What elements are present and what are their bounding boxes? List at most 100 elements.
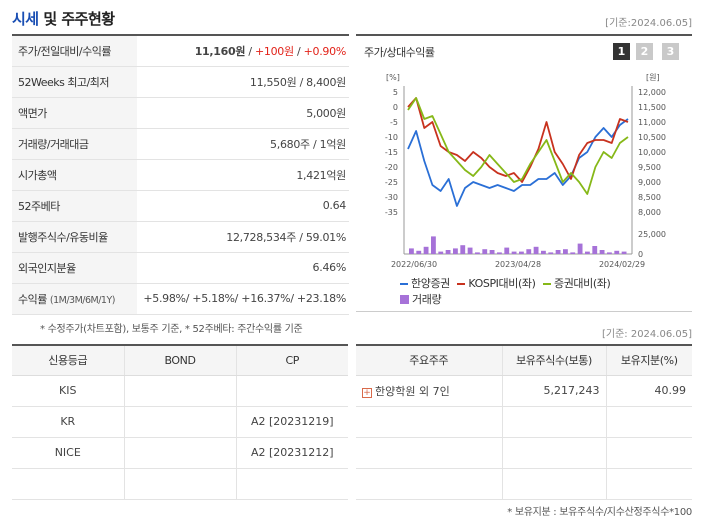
table-header-row: 주요주주 보유주식수(보통) 보유지분(%) bbox=[356, 345, 692, 376]
row-label-text: 수익률 bbox=[18, 292, 47, 306]
row-value: 11,550원 / 8,400원 bbox=[137, 66, 349, 98]
chart-period-button-3[interactable]: 3 bbox=[662, 43, 679, 60]
left-tick-label: -35 bbox=[385, 208, 398, 217]
stake-cell: 40.99 bbox=[606, 375, 692, 407]
cp-cell bbox=[236, 468, 348, 500]
volume-bar bbox=[489, 250, 495, 254]
holder-name-cell[interactable]: + 한양학원 외 7인 bbox=[356, 375, 503, 407]
x-tick-label: 2023/04/28 bbox=[495, 260, 541, 269]
agency-cell: NICE bbox=[12, 437, 125, 469]
volume-bar bbox=[416, 250, 422, 254]
table-row: 액면가 5,000원 bbox=[12, 97, 349, 129]
row-value: 5,000원 bbox=[137, 97, 349, 129]
agency-cell: KIS bbox=[12, 375, 125, 407]
volume-bar bbox=[599, 250, 605, 254]
agency-cell: KR bbox=[12, 406, 125, 438]
holders-note: * 보유지분 : 보유주식수/지수산정주식수*100 bbox=[507, 507, 692, 518]
section-title: 시세 및 주주현황 bbox=[12, 8, 115, 29]
volume-bar bbox=[592, 246, 598, 254]
table-row: 시가총액 1,421억원 bbox=[12, 159, 349, 191]
volume-bar bbox=[614, 250, 620, 254]
legend-line-icon bbox=[542, 283, 551, 285]
volume-bar bbox=[453, 248, 458, 254]
table-row: KR A2 [20231219] bbox=[12, 406, 348, 438]
left-tick-label: -20 bbox=[385, 163, 398, 172]
table-row: 거래량/거래대금 5,680주 / 1억원 bbox=[12, 128, 349, 160]
separator: / bbox=[293, 44, 304, 58]
series-line-1 bbox=[407, 118, 629, 207]
left-tick-label: 5 bbox=[393, 88, 398, 97]
column-header: CP bbox=[236, 345, 348, 376]
legend-item-kospi[interactable]: KOSPI대비(좌) bbox=[457, 276, 536, 292]
volume-tick-label: 0 bbox=[638, 250, 643, 259]
column-header: 주요주주 bbox=[356, 345, 503, 376]
volume-bar bbox=[533, 246, 539, 254]
bond-cell bbox=[124, 406, 237, 438]
left-tick-label: -25 bbox=[385, 178, 398, 187]
shares-cell: 5,217,243 bbox=[502, 375, 607, 407]
volume-bar bbox=[541, 250, 546, 254]
x-tick-label: 2024/02/29 bbox=[599, 260, 645, 269]
volume-bar bbox=[460, 245, 466, 254]
right-tick-label: 8,000 bbox=[638, 208, 661, 217]
left-tick-label: 0 bbox=[393, 103, 398, 112]
table-row: 발행주식수/유동비율 12,728,534주 / 59.01% bbox=[12, 221, 349, 253]
row-label-period: (1M/3M/6M/1Y) bbox=[49, 294, 116, 306]
right-tick-label: 11,000 bbox=[638, 118, 666, 127]
volume-bar bbox=[438, 251, 444, 254]
shares-cell bbox=[502, 406, 607, 438]
row-label: 액면가 bbox=[12, 97, 138, 129]
volume-bar bbox=[621, 251, 627, 254]
right-tick-label: 10,000 bbox=[638, 148, 666, 157]
volume-bar bbox=[409, 248, 414, 254]
legend-label: 거래량 bbox=[412, 293, 442, 306]
volume-bar bbox=[548, 252, 554, 254]
chart-panel bbox=[356, 34, 692, 312]
table-header-row: 신용등급 BOND CP bbox=[12, 345, 348, 376]
legend-item-hanyang[interactable]: 한양증권 bbox=[400, 276, 450, 292]
left-tick-label: -5 bbox=[390, 118, 398, 127]
holder-name-cell bbox=[356, 406, 503, 438]
table-row bbox=[12, 468, 348, 500]
row-label: 발행주식수/유동비율 bbox=[12, 221, 138, 253]
right-tick-label: 9,000 bbox=[638, 178, 661, 187]
legend-item-volume[interactable]: 거래량 bbox=[400, 292, 442, 308]
volume-bar bbox=[585, 251, 590, 254]
expand-plus-icon[interactable]: + bbox=[362, 387, 372, 398]
stake-cell bbox=[606, 406, 692, 438]
table-row: 주가/전일대비/수익률 11,160원 / +100원 / +0.90% bbox=[12, 35, 349, 67]
table-row: 외국인지분율 6.46% bbox=[12, 252, 349, 284]
cp-cell bbox=[236, 375, 348, 407]
volume-bar bbox=[526, 249, 532, 254]
volume-bar bbox=[467, 247, 473, 254]
row-value: 5,680주 / 1억원 bbox=[137, 128, 349, 160]
current-price: 11,160원 bbox=[194, 44, 246, 58]
volume-bar bbox=[497, 252, 502, 254]
chart-period-button-1[interactable]: 1 bbox=[613, 43, 630, 60]
price-value: 11,160원 / +100원 / +0.90% bbox=[137, 35, 349, 67]
right-tick-label: 8,500 bbox=[638, 193, 661, 202]
left-tick-label: -15 bbox=[385, 148, 398, 157]
volume-bar bbox=[511, 251, 517, 254]
row-value: 12,728,534주 / 59.01% bbox=[137, 221, 349, 253]
volume-bar bbox=[504, 247, 510, 254]
price-change: +100원 bbox=[254, 44, 294, 58]
row-label: 시가총액 bbox=[12, 159, 138, 191]
legend-label: 한양증권 bbox=[411, 277, 450, 290]
table-row: + 한양학원 외 7인 5,217,243 40.99 bbox=[356, 375, 692, 407]
volume-bar bbox=[482, 249, 488, 254]
column-header: BOND bbox=[124, 345, 237, 376]
base-date: [기준:2024.06.05] bbox=[605, 18, 692, 29]
base-date-right: [기준: 2024.06.05] bbox=[601, 329, 692, 340]
volume-bar bbox=[519, 251, 524, 254]
table-row bbox=[356, 468, 692, 500]
bond-cell bbox=[124, 468, 237, 500]
chart-period-button-2[interactable]: 2 bbox=[636, 43, 653, 60]
table-row: 52주베타 0.64 bbox=[12, 190, 349, 222]
legend-box-icon bbox=[400, 295, 409, 304]
column-header: 보유주식수(보통) bbox=[502, 345, 607, 376]
legend-item-sector[interactable]: 증권대비(좌) bbox=[542, 276, 611, 292]
holder-name-cell bbox=[356, 468, 503, 500]
table-row: NICE A2 [20231212] bbox=[12, 437, 348, 469]
table-row: 수익률 (1M/3M/6M/1Y) +5.98%/ +5.18%/ +16.37… bbox=[12, 283, 349, 315]
